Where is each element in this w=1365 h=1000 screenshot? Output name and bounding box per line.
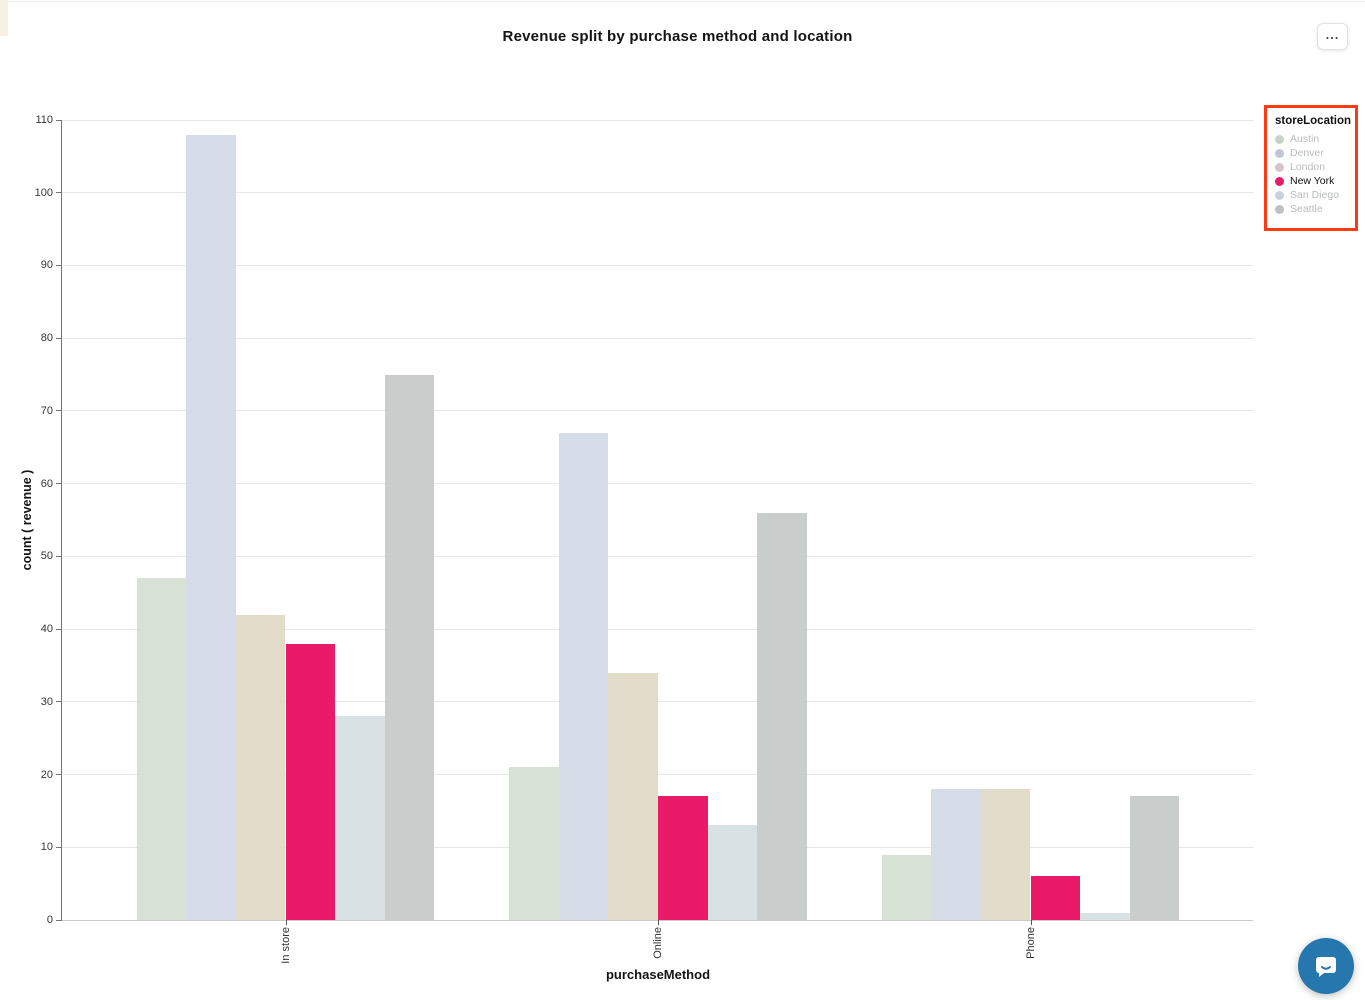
x-axis-line — [62, 920, 1253, 921]
y-tick-label: 90 — [40, 259, 53, 272]
legend-swatch — [1275, 204, 1284, 214]
legend-item-label: Seattle — [1290, 203, 1323, 215]
gridline — [62, 119, 1253, 121]
legend-item-seattle[interactable]: Seattle — [1275, 202, 1351, 216]
y-tick — [56, 846, 62, 848]
legend-item-austin[interactable]: Austin — [1275, 132, 1351, 146]
y-tick — [56, 192, 62, 194]
legend-swatch — [1275, 148, 1284, 158]
bar-seattle-online[interactable] — [757, 512, 807, 920]
ellipsis-icon: ... — [1325, 27, 1340, 42]
y-tick-label: 0 — [46, 914, 53, 926]
bar-london-phone[interactable] — [980, 789, 1031, 920]
gridline — [62, 555, 1253, 557]
chat-bubble-icon — [1316, 957, 1336, 977]
bar-austin-phone[interactable] — [881, 854, 932, 920]
bar-london-in-store[interactable] — [235, 614, 286, 920]
y-axis-line — [61, 120, 62, 921]
gridline — [62, 483, 1253, 485]
x-tick — [658, 920, 659, 925]
screen-edge-artifact — [0, 0, 8, 36]
bar-san-diego-phone[interactable] — [1080, 912, 1130, 920]
legend-items: Austin Denver London New York San Diego Seatt… — [1275, 132, 1351, 216]
bar-austin-in-store[interactable] — [136, 578, 187, 920]
x-tick — [1030, 920, 1032, 925]
bar-denver-online[interactable] — [558, 432, 609, 920]
window-edge-line — [8, 1, 1365, 2]
legend-item-label: Austin — [1290, 133, 1320, 145]
y-tick — [56, 628, 62, 630]
y-tick — [56, 919, 62, 921]
y-tick-label: 10 — [40, 841, 53, 854]
bar-austin-online[interactable] — [509, 767, 559, 920]
bar-seattle-phone[interactable] — [1129, 796, 1180, 920]
chat-launcher-button[interactable] — [1298, 938, 1354, 994]
y-tick — [56, 337, 62, 339]
x-tick — [285, 920, 287, 925]
bar-seattle-in-store[interactable] — [384, 374, 435, 920]
x-tick-label: Phone — [1024, 927, 1037, 959]
x-tick-label: In store — [279, 927, 292, 964]
y-tick-label: 70 — [40, 404, 53, 417]
y-tick — [56, 701, 62, 703]
chart-title: Revenue split by purchase method and loc… — [502, 28, 853, 45]
bar-new-york-in-store[interactable] — [285, 643, 336, 920]
y-tick — [56, 119, 62, 121]
legend-swatch — [1275, 162, 1284, 172]
legend-item-label: New York — [1290, 175, 1335, 187]
gridline — [62, 410, 1253, 412]
x-axis-title: purchaseMethod — [605, 967, 711, 982]
legend-item-label: San Diego — [1290, 189, 1340, 201]
bar-new-york-phone[interactable] — [1030, 876, 1081, 920]
legend-item-label: Denver — [1290, 147, 1324, 159]
y-tick-label: 50 — [40, 550, 53, 563]
legend-item-san-diego[interactable]: San Diego — [1275, 188, 1351, 202]
y-tick-label: 40 — [40, 623, 53, 636]
gridline — [62, 264, 1253, 266]
legend-item-label: London — [1290, 161, 1326, 173]
y-tick — [56, 483, 62, 485]
y-tick — [56, 555, 62, 557]
legend-item-denver[interactable]: Denver — [1275, 146, 1351, 160]
legend-swatch — [1275, 134, 1284, 144]
legend: storeLocation Austin Denver London New York… — [1275, 115, 1351, 216]
legend-item-new-york[interactable]: New York — [1275, 174, 1351, 188]
legend-swatch — [1275, 176, 1284, 186]
gridline — [62, 337, 1253, 339]
y-tick-label: 110 — [35, 114, 53, 126]
y-tick-label: 80 — [40, 332, 53, 345]
y-tick-label: 100 — [34, 186, 53, 199]
y-tick — [56, 264, 62, 266]
legend-swatch — [1275, 190, 1284, 200]
y-tick — [56, 774, 62, 776]
x-tick-label: Online — [652, 927, 664, 959]
y-tick-label: 30 — [40, 695, 53, 708]
bar-denver-phone[interactable] — [931, 789, 981, 920]
bar-san-diego-online[interactable] — [707, 825, 758, 920]
legend-highlight-box: storeLocation Austin Denver London New York… — [1264, 105, 1358, 231]
plot-area — [62, 119, 1253, 921]
y-tick-label: 60 — [40, 477, 53, 490]
legend-item-london[interactable]: London — [1275, 160, 1351, 174]
bar-london-online[interactable] — [608, 672, 658, 920]
y-tick-label: 20 — [40, 768, 53, 781]
bar-san-diego-in-store[interactable] — [335, 716, 385, 920]
bar-new-york-online[interactable] — [658, 796, 708, 920]
legend-title: storeLocation — [1275, 115, 1352, 127]
gridline — [62, 192, 1253, 194]
y-tick — [56, 410, 62, 412]
bar-denver-in-store[interactable] — [186, 134, 236, 920]
more-options-button[interactable]: ... — [1317, 23, 1348, 50]
gridline — [62, 628, 1253, 630]
